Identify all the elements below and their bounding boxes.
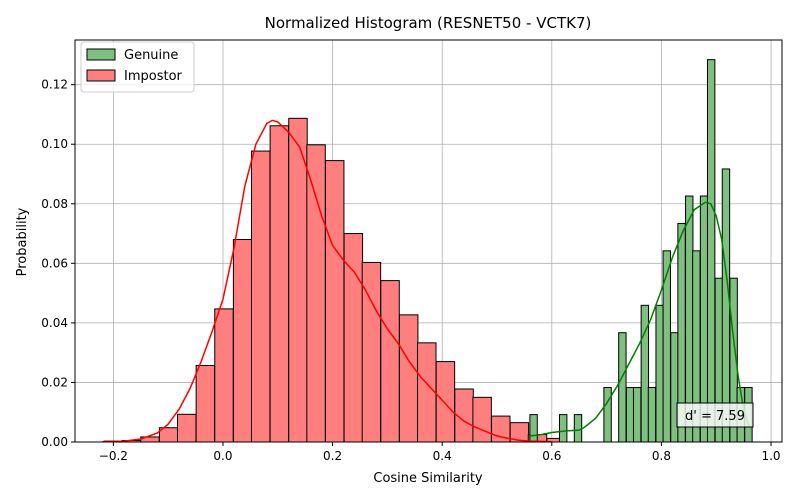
d-prime-text: d' = 7.59: [685, 409, 745, 424]
impostor-bar-10: [288, 117, 308, 443]
y-tick-label-0: 0.00: [41, 435, 68, 449]
y-tick-label-1: 0.02: [41, 375, 68, 389]
y-tick-label-4: 0.08: [41, 197, 68, 211]
genuine-bar-9: [655, 304, 664, 443]
d-prime-box: [676, 402, 754, 428]
genuine-bar-18: [721, 168, 731, 443]
genuine-bar-5: [625, 387, 635, 443]
genuine-bar-0: [529, 414, 538, 443]
impostor-bar-4: [176, 413, 197, 443]
x-axis-label: Cosine Similarity: [373, 471, 483, 486]
x-tick-label-0: −0.2: [99, 449, 128, 463]
chart-title: Normalized Histogram (RESNET50 - VCTK7): [265, 14, 592, 32]
genuine-kde-line: [529, 201, 750, 437]
impostor-bar-8: [250, 150, 271, 443]
y-tick-label-6: 0.12: [41, 78, 68, 92]
genuine-bar-4: [618, 332, 627, 443]
impostor-bar-5: [195, 364, 216, 443]
x-tick-label-3: 0.4: [433, 449, 452, 463]
impostor-bar-9: [269, 125, 290, 443]
genuine-bar-1: [558, 414, 568, 443]
d-prime-annotation: d' = 7.59: [676, 402, 754, 428]
y-tick-label-3: 0.06: [41, 256, 68, 270]
genuine-bar-6: [632, 387, 642, 443]
impostor-bar-11: [306, 144, 326, 443]
y-axis-ticks: 0.00 0.02 0.04 0.06 0.08 0.10 0.12: [41, 78, 75, 449]
impostor-bars: [103, 117, 566, 443]
impostor-bar-15: [380, 280, 400, 443]
x-tick-label-6: 1.0: [761, 449, 780, 463]
x-tick-label-5: 0.8: [652, 449, 671, 463]
legend-label-impostor: Impostor: [124, 69, 183, 84]
genuine-bar-8: [647, 387, 657, 443]
x-tick-label-1: 0.0: [213, 449, 232, 463]
y-tick-label-2: 0.04: [41, 316, 68, 330]
legend-swatch-genuine: [86, 48, 116, 61]
impostor-bar-20: [472, 396, 492, 443]
x-axis-ticks: −0.2 0.0 0.2 0.4 0.6 0.8 1.0: [99, 442, 781, 463]
x-tick-label-4: 0.6: [542, 449, 561, 463]
impostor-kde-line: [102, 119, 552, 443]
genuine-bar-16: [706, 59, 716, 443]
impostor-bar-17: [417, 342, 437, 443]
impostor-bar-16: [398, 314, 419, 443]
y-tick-label-5: 0.10: [41, 137, 68, 151]
y-axis-label: Probability: [15, 207, 30, 276]
impostor-bar-12: [324, 160, 345, 443]
legend: Genuine Impostor: [80, 41, 195, 93]
genuine-bar-3: [603, 387, 612, 443]
impostor-bar-6: [214, 308, 234, 443]
legend-swatch-impostor: [86, 69, 116, 82]
plot-frame: [74, 39, 783, 443]
x-tick-label-2: 0.2: [323, 449, 342, 463]
impostor-bar-18: [435, 361, 456, 443]
legend-label-genuine: Genuine: [124, 48, 178, 63]
genuine-bar-2: [573, 414, 583, 443]
impostor-bar-7: [232, 239, 253, 443]
